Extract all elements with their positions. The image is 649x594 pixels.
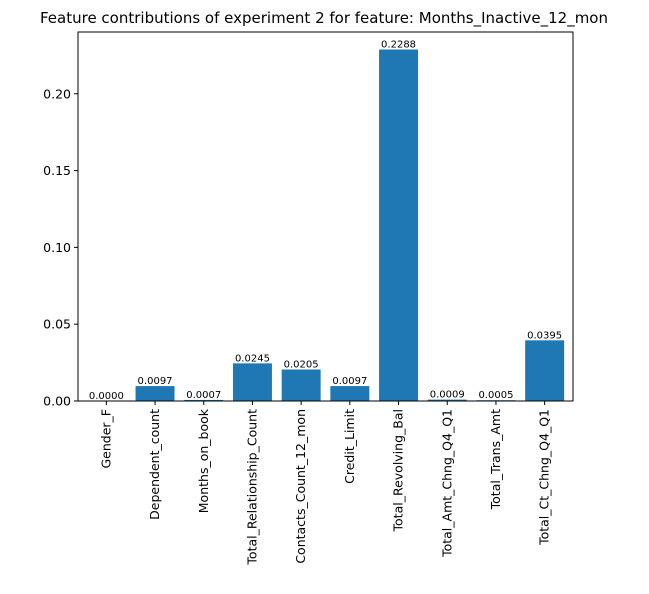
x-tick-label: Total_Revolving_Bal [391, 409, 406, 532]
bar-value-label: 0.0245 [235, 353, 270, 364]
bar-value-label: 0.0000 [89, 391, 124, 402]
y-tick-label: 0.10 [43, 240, 71, 255]
x-tick-label: Total_Relationship_Count [244, 409, 259, 566]
y-tick-label: 0.20 [43, 86, 71, 101]
bar-7 [427, 399, 467, 401]
x-tick-label: Contacts_Count_12_mon [293, 409, 308, 564]
bar-value-label: 0.0097 [138, 376, 173, 387]
bar-value-label: 0.0395 [527, 330, 562, 341]
bar-6 [379, 49, 419, 401]
bar-1 [135, 386, 175, 401]
y-tick-label: 0.00 [43, 394, 71, 409]
x-tick-label: Gender_F [98, 409, 113, 469]
x-tick-label: Credit_Limit [342, 409, 357, 484]
y-tick-label: 0.05 [43, 317, 71, 332]
bar-value-label: 0.2288 [381, 40, 416, 51]
bar-5 [330, 386, 370, 401]
bar-value-label: 0.0005 [478, 390, 513, 401]
bar-labels: 0.0000 0.0097 0.0007 0.0245 0.0205 0.0097 0.22… [89, 40, 562, 402]
bar-4 [281, 369, 321, 401]
x-tick-label: Months_on_book [196, 408, 211, 513]
bars [135, 49, 565, 401]
x-axis: Gender_F Dependent_count Months_on_book Tot… [98, 401, 552, 566]
y-tick-label: 0.15 [43, 163, 71, 178]
bar-9 [525, 340, 565, 401]
bar-value-label: 0.0097 [332, 376, 367, 387]
bar-value-label: 0.0205 [284, 360, 319, 371]
x-tick-label: Dependent_count [147, 409, 162, 520]
bar-2 [184, 399, 224, 401]
bar-3 [232, 363, 272, 401]
x-tick-label: Total_Amt_Chng_Q4_Q1 [439, 409, 454, 558]
y-axis: 0.00 0.05 0.10 0.15 0.20 [43, 86, 78, 409]
x-tick-label: Total_Ct_Chng_Q4_Q1 [537, 409, 552, 546]
plot-frame [77, 31, 574, 402]
x-tick-label: Total_Trans_Amt [488, 409, 503, 510]
bar-value-label: 0.0007 [186, 390, 221, 401]
bar-value-label: 0.0009 [430, 390, 465, 401]
chart-title: Feature contributions of experiment 2 fo… [40, 9, 608, 28]
